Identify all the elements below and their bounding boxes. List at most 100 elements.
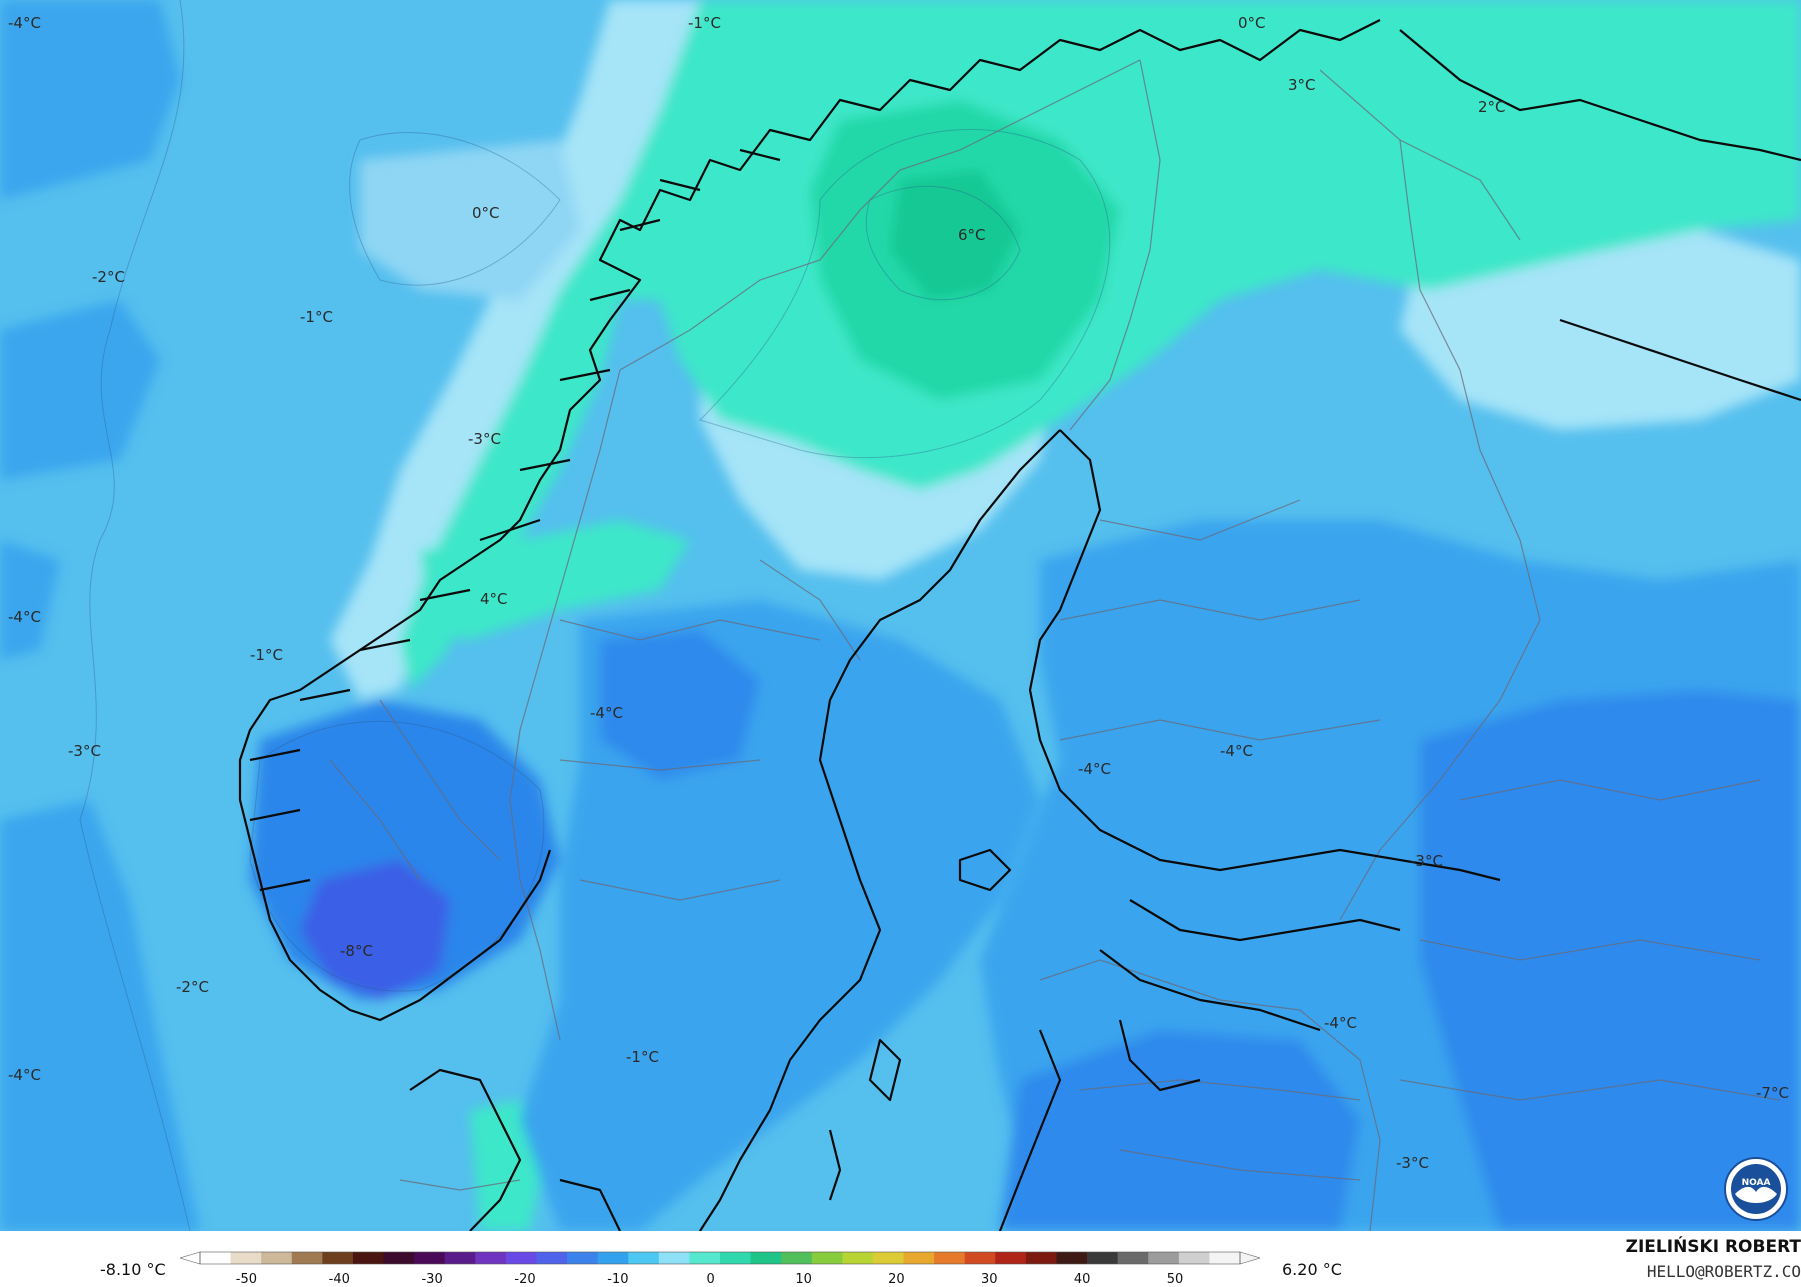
- field-colder-east: [1420, 690, 1801, 1231]
- isotherm-label: 2°C: [1478, 98, 1506, 116]
- colorbar-segment: [811, 1252, 843, 1264]
- isotherm-label: -4°C: [8, 14, 41, 32]
- isotherm-label: 3°C: [1288, 76, 1316, 94]
- colorbar-max-extension: [1239, 1251, 1260, 1265]
- field-cold-west-3: [0, 540, 60, 660]
- isotherm-label: 0°C: [472, 204, 500, 222]
- isotherm-label: 0°C: [1238, 14, 1266, 32]
- colorbar-segment: [1025, 1252, 1058, 1264]
- border-denmark-germany: [399, 1179, 521, 1191]
- isotherm-label: -3°C: [1396, 1154, 1429, 1172]
- contour: [699, 128, 1111, 459]
- field-warm-denmark: [470, 1100, 540, 1231]
- colorbar-tick-label: -10: [607, 1272, 629, 1287]
- contour: [349, 132, 561, 286]
- field-cold-west-2: [0, 300, 160, 480]
- coast-denmark: [409, 1068, 621, 1231]
- colorbar-min-extension: [180, 1251, 201, 1265]
- colorbar-segment: [414, 1252, 446, 1264]
- field-warm-south-norway: [420, 520, 690, 640]
- isotherm-label: -3°C: [1410, 852, 1443, 870]
- colorbar-tick-label: 10: [795, 1272, 812, 1287]
- isotherm-label: -4°C: [8, 608, 41, 626]
- temperature-colorbar: [180, 1251, 1260, 1265]
- colorbar-segment: [689, 1252, 721, 1264]
- border-regions-finland: [1059, 499, 1381, 741]
- noaa-seagull-logo-icon: NOAA: [1724, 1157, 1788, 1221]
- isotherm-label: -3°C: [468, 430, 501, 448]
- colorbar-tick-label: -30: [421, 1272, 443, 1287]
- colorbar-segment: [995, 1252, 1027, 1264]
- coastlines: [238, 19, 1801, 1231]
- isotherm-label: -4°C: [8, 1066, 41, 1084]
- colorbar-segment: [934, 1252, 966, 1264]
- author-email: HELLO@ROBERTZ.CO: [1646, 1262, 1801, 1281]
- colorbar-segment: [872, 1252, 905, 1264]
- colorbar-segment: [505, 1252, 538, 1264]
- contour: [865, 185, 1021, 301]
- colorbar-segment: [1209, 1252, 1241, 1264]
- colorbar-segment: [352, 1252, 385, 1264]
- field-cold-west-4: [0, 800, 200, 1231]
- isotherm-label: 6°C: [958, 226, 986, 244]
- field-coldest-norway: [300, 860, 450, 1000]
- border-regions-russia: [1399, 779, 1781, 1101]
- colorbar-segment: [322, 1252, 354, 1264]
- border-regions-sweden: [559, 559, 861, 901]
- colorbar-tick-label: 30: [981, 1272, 998, 1287]
- colorbar-segment: [628, 1252, 660, 1264]
- colorbar-segment: [720, 1252, 752, 1264]
- colorbar-segment: [536, 1252, 568, 1264]
- coast-russia-north: [1399, 29, 1801, 402]
- border-russia-north: [1399, 139, 1521, 241]
- isotherm-label: -3°C: [68, 742, 101, 760]
- colorbar-segment: [964, 1252, 996, 1264]
- coast-baltics: [998, 1019, 1201, 1231]
- colorbar-tick-label: 0: [706, 1272, 715, 1287]
- colorbar-segment: [383, 1252, 415, 1264]
- isotherm-label: -1°C: [688, 14, 721, 32]
- svg-text:NOAA: NOAA: [1742, 1178, 1771, 1188]
- isotherm-label: -8°C: [340, 942, 373, 960]
- field-colder-central-sweden: [600, 630, 760, 780]
- coast-oland: [828, 1129, 842, 1201]
- colorbar-segment: [200, 1252, 232, 1264]
- isotherm-label: -4°C: [590, 704, 623, 722]
- coast-gotland: [868, 1038, 902, 1102]
- colorbar-tick-label: -20: [514, 1272, 536, 1287]
- author-name: ZIELIŃSKI ROBERT: [1625, 1237, 1801, 1257]
- colorbar-tick-label: -40: [328, 1272, 350, 1287]
- colorbar-segment: [261, 1252, 293, 1264]
- isotherm-label: 4°C: [480, 590, 508, 608]
- field-warmest: [890, 170, 1020, 300]
- colorbar-segment: [444, 1252, 476, 1264]
- isotherm-label: -2°C: [176, 978, 209, 996]
- colorbar-segment: [781, 1252, 813, 1264]
- legend-min-label: -8.10 °C: [100, 1260, 166, 1279]
- colorbar-tick-label: -50: [235, 1272, 258, 1287]
- isotherm-label: -7°C: [1756, 1084, 1789, 1102]
- border-finland-russia: [1319, 69, 1541, 921]
- colorbar-tick-label: 20: [888, 1272, 905, 1287]
- colorbar-segment: [842, 1252, 874, 1264]
- legend-max-label: 6.20 °C: [1282, 1260, 1342, 1279]
- coast-norway: [238, 19, 1381, 1022]
- temperature-fields: [0, 0, 1801, 1231]
- isotherm-label: -1°C: [300, 308, 333, 326]
- field-colder-baltics: [1000, 1030, 1360, 1231]
- colorbar-segment: [597, 1252, 629, 1264]
- colorbar-segment: [658, 1252, 691, 1264]
- coast-finland: [1028, 429, 1501, 882]
- colorbar-segment: [1148, 1252, 1180, 1264]
- map-canvas: [0, 0, 1801, 1231]
- field-near-zero-east: [1400, 230, 1801, 430]
- border-regions-norway: [329, 699, 501, 881]
- colorbar-segment: [567, 1252, 599, 1264]
- colorbar-segment: [475, 1252, 507, 1264]
- field-warm: [400, 0, 1801, 690]
- colorbar-segment: [1056, 1252, 1088, 1264]
- coast-sweden-baltic: [699, 429, 1061, 1231]
- colorbar-segment: [230, 1252, 262, 1264]
- coast-norway-fjords: [249, 148, 781, 892]
- isotherm-label: -4°C: [1220, 742, 1253, 760]
